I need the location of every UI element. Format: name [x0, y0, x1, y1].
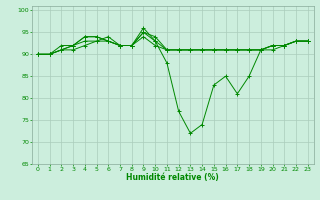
X-axis label: Humidité relative (%): Humidité relative (%)	[126, 173, 219, 182]
